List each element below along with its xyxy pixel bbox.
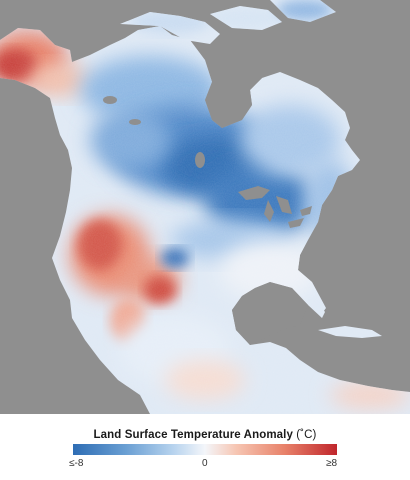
legend-title: Land Surface Temperature Anomaly (˚C) (0, 429, 410, 441)
gulf-of-mexico (232, 282, 308, 345)
great-lakes (238, 186, 312, 228)
legend-tick-min: ≤-8 (69, 458, 84, 469)
map-svg (0, 0, 410, 414)
legend-unit: (˚C) (296, 429, 317, 441)
legend-tick-max: ≥8 (326, 458, 338, 469)
color-scale-bar (73, 444, 337, 455)
hudson-bay (205, 72, 262, 128)
legend-title-text: Land Surface Temperature Anomaly (93, 429, 293, 441)
anomaly-map (0, 0, 410, 414)
legend-tick-zero: 0 (202, 458, 208, 469)
legend: Land Surface Temperature Anomaly (˚C) ≤-… (0, 414, 410, 480)
